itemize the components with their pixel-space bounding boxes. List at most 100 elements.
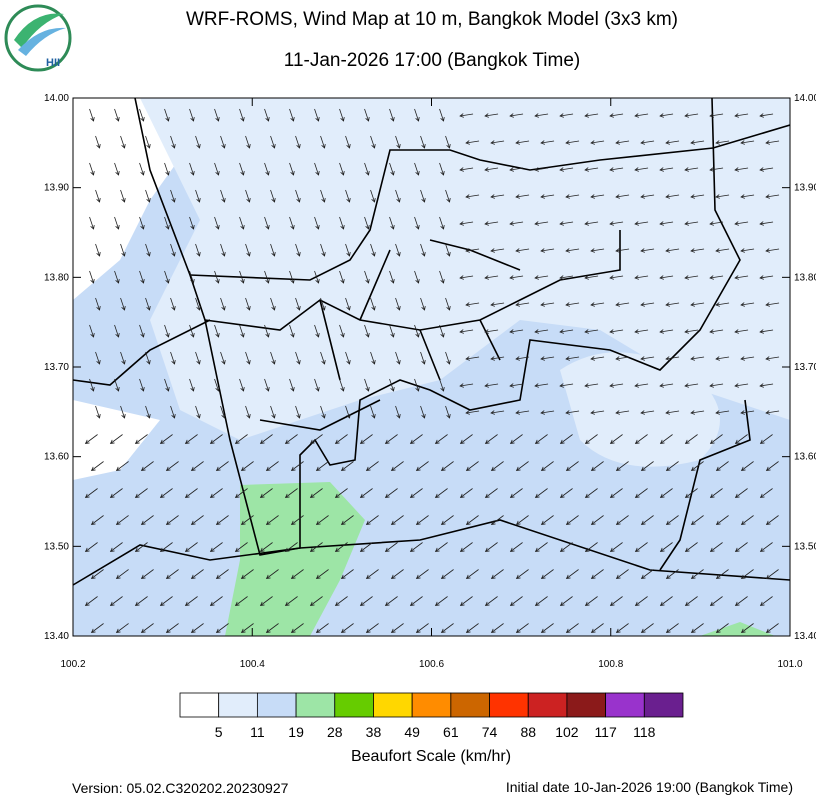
wind-arrow (640, 461, 654, 472)
wind-arrow (615, 140, 630, 145)
wind-arrow (540, 515, 554, 526)
wind-arrow (339, 162, 345, 176)
wind-arrow (139, 270, 145, 284)
wind-arrow (289, 270, 295, 284)
colorbar-box (218, 692, 258, 718)
wind-arrow (89, 108, 95, 122)
wind-arrow (634, 113, 649, 118)
wind-arrow (709, 596, 723, 607)
lat-tick-label: 13.60 (44, 452, 69, 463)
wind-arrow (640, 140, 655, 145)
wind-arrow (95, 297, 101, 311)
wind-arrow (540, 194, 555, 199)
wind-arrow (395, 297, 401, 311)
wind-arrow (445, 243, 451, 257)
wind-arrow (465, 515, 479, 526)
wind-arrow (590, 194, 605, 199)
wind-arrow (640, 410, 655, 415)
wind-arrow (284, 596, 298, 607)
wind-arrow (584, 488, 598, 499)
wind-arrow (609, 383, 624, 388)
wind-arrow (220, 351, 226, 365)
wind-arrow (314, 270, 320, 284)
initial-date: Initial date 10-Jan-2026 19:00 (Bangkok … (506, 779, 793, 795)
wind-arrow (709, 275, 724, 280)
wind-arrow (365, 515, 379, 526)
wind-arrow (314, 108, 320, 122)
wind-arrow (759, 488, 773, 499)
wind-arrow (509, 596, 523, 607)
wind-arrow (370, 243, 376, 257)
wind-arrow (590, 410, 605, 415)
colorbar-box (295, 692, 336, 718)
wind-arrow (240, 623, 254, 634)
colorbar-box (334, 692, 374, 718)
wind-arrow (259, 596, 273, 607)
colorbar-box (373, 692, 413, 718)
wind-arrow (245, 189, 251, 203)
wind-arrow (295, 243, 301, 257)
wind-arrow (345, 243, 351, 257)
wind-arrow (370, 297, 376, 311)
wind-arrow (465, 410, 480, 415)
wind-arrow (190, 515, 204, 526)
wind-arrow (134, 488, 148, 499)
wind-arrow (370, 351, 376, 365)
wind-arrow (420, 135, 426, 149)
wind-arrow (715, 410, 730, 415)
wind-arrow (270, 135, 276, 149)
wind-arrow (265, 623, 279, 634)
lat-tick-label: 13.50 (44, 541, 69, 552)
wind-arrow (245, 351, 251, 365)
wind-arrow (284, 434, 298, 445)
lat-tick-label: 13.70 (794, 362, 816, 373)
wind-arrow (164, 216, 170, 230)
wind-arrow (295, 405, 301, 419)
wind-arrow (609, 542, 623, 553)
wind-arrow (490, 410, 505, 415)
wind-arrow (759, 542, 773, 553)
wind-arrow (634, 275, 649, 280)
wind-arrow (345, 189, 351, 203)
wind-arrow (420, 189, 426, 203)
wind-arrow (339, 378, 345, 392)
wind-arrow (684, 488, 698, 499)
wind-arrow (715, 248, 730, 253)
wind-arrow (114, 108, 120, 122)
wind-arrow (209, 542, 223, 553)
wind-arrow (690, 356, 705, 361)
wind-arrow (484, 542, 498, 553)
wind-arrow (340, 461, 354, 472)
lat-tick-label: 14.00 (794, 93, 816, 104)
wind-arrow (734, 596, 748, 607)
wind-arrow (195, 135, 201, 149)
wind-arrow (640, 623, 654, 634)
wind-arrow (484, 488, 498, 499)
wind-arrow (364, 162, 370, 176)
wind-arrow (115, 515, 129, 526)
wind-arrow (89, 324, 95, 338)
wind-arrow (759, 221, 774, 226)
wind-arrow (709, 542, 723, 553)
wind-arrow (95, 243, 101, 257)
wind-arrow (584, 275, 599, 280)
wind-arrow (509, 488, 523, 499)
wind-arrow (590, 302, 605, 307)
wind-arrow (484, 275, 499, 280)
wind-arrow (534, 113, 549, 118)
wind-arrow (290, 515, 304, 526)
wind-arrow (264, 378, 270, 392)
wind-arrow (320, 351, 326, 365)
wind-arrow (684, 329, 699, 334)
wind-arrow (740, 140, 755, 145)
wind-arrow (164, 108, 170, 122)
wind-arrow (540, 623, 554, 634)
wind-arrow (170, 243, 176, 257)
wind-arrow (395, 243, 401, 257)
wind-arrow (565, 194, 580, 199)
wind-arrow (734, 542, 748, 553)
wind-arrow (765, 248, 780, 253)
wind-arrow (139, 162, 145, 176)
wind-arrow (484, 329, 499, 334)
wind-arrow (684, 434, 698, 445)
